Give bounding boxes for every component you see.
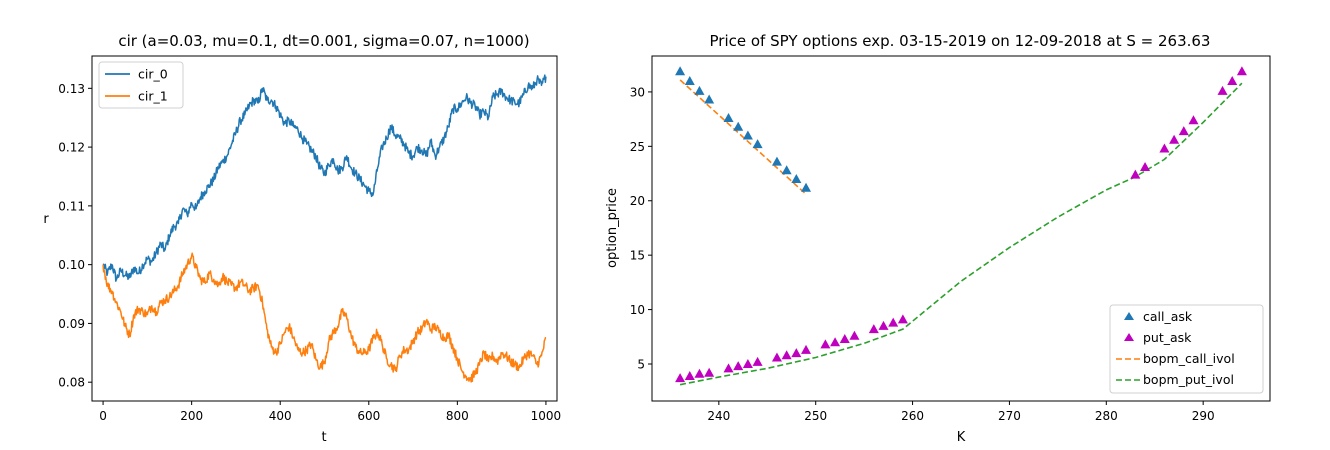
- marker-call-ask: [694, 85, 705, 95]
- marker-put-ask: [888, 317, 899, 327]
- series-line-bopm-put-ivol: [679, 82, 1243, 386]
- chart-spy-x-tick-label: 240: [707, 409, 730, 423]
- legend-call-ask-label: call_ask: [1143, 309, 1193, 324]
- series-line-bopm-call-ivol: [679, 79, 807, 195]
- marker-call-ask: [771, 156, 782, 166]
- marker-put-ask: [801, 344, 812, 354]
- legend-bopm-call-label: bopm_call_ivol: [1143, 351, 1235, 366]
- series-line-cir-0: [102, 74, 547, 282]
- marker-call-ask: [684, 76, 695, 86]
- chart-cir-title: cir (a=0.03, mu=0.1, dt=0.001, sigma=0.0…: [118, 32, 529, 50]
- legend-cir-1-label: cir_1: [138, 89, 168, 104]
- marker-put-ask: [1178, 126, 1189, 136]
- chart-cir-y-tick-label: 0.10: [58, 258, 85, 272]
- chart-spy-legend: call_ask put_ask bopm_call_ivol bopm_put…: [1109, 304, 1264, 394]
- chart-spy-y-tick-label: 20: [630, 194, 645, 208]
- chart-cir-x-tick-label: 200: [180, 409, 203, 423]
- marker-put-ask: [694, 368, 705, 378]
- legend-call-ask-marker: [1124, 312, 1134, 320]
- marker-put-ask: [723, 363, 734, 373]
- marker-put-ask: [868, 324, 879, 334]
- marker-put-ask: [849, 330, 860, 340]
- marker-put-ask: [830, 337, 841, 347]
- marker-put-ask: [1140, 162, 1151, 172]
- chart-spy-y-tick-label: 10: [630, 303, 645, 317]
- chart-spy-x-tick-label: 290: [1192, 409, 1215, 423]
- marker-put-ask: [1169, 134, 1180, 144]
- chart-spy-y-tick-label: 25: [630, 140, 645, 154]
- marker-put-ask: [1227, 76, 1238, 86]
- chart-spy-x-tick-label: 280: [1095, 409, 1118, 423]
- chart-cir-x-axis: 0 200 400 600 800 1000: [99, 401, 561, 423]
- series-line-cir-1: [102, 252, 547, 383]
- chart-cir-y-axis: 0.08 0.09 0.10 0.11 0.12 0.13: [58, 82, 92, 390]
- marker-put-ask: [1217, 85, 1228, 95]
- chart-spy-y-tick-label: 30: [630, 85, 645, 99]
- marker-put-ask: [839, 333, 850, 343]
- chart-cir-x-tick-label: 600: [357, 409, 380, 423]
- chart-spy-title: Price of SPY options exp. 03-15-2019 on …: [710, 32, 1211, 50]
- chart-spy-x-tick-label: 260: [901, 409, 924, 423]
- chart-cir-axes-frame: [91, 55, 558, 402]
- marker-call-ask: [742, 130, 753, 140]
- marker-call-ask: [675, 66, 686, 76]
- marker-put-ask: [1236, 66, 1247, 76]
- marker-put-ask: [1130, 169, 1141, 179]
- marker-put-ask: [878, 320, 889, 330]
- legend-bopm-put-label: bopm_put_ivol: [1143, 372, 1234, 387]
- chart-cir-x-tick-label: 400: [269, 409, 292, 423]
- chart-cir-y-tick-label: 0.12: [58, 141, 85, 155]
- marker-call-ask: [781, 165, 792, 175]
- chart-cir-x-label: t: [321, 430, 326, 445]
- chart-spy-axes-frame: [651, 55, 1271, 402]
- legend-put-ask-label: put_ask: [1143, 330, 1192, 345]
- chart-cir-y-tick-label: 0.13: [58, 82, 85, 96]
- marker-call-ask: [723, 113, 734, 123]
- marker-call-ask: [801, 182, 812, 192]
- chart-cir-x-tick-label: 800: [446, 409, 469, 423]
- chart-cir-x-tick-label: 0: [99, 409, 107, 423]
- marker-put-ask: [820, 339, 831, 349]
- marker-call-ask: [752, 139, 763, 149]
- marker-put-ask: [675, 373, 686, 383]
- chart-cir-legend: cir_0 cir_1: [98, 61, 184, 109]
- marker-put-ask: [684, 370, 695, 380]
- marker-put-ask: [1159, 143, 1170, 153]
- chart-cir-y-tick-label: 0.11: [58, 199, 85, 213]
- marker-call-ask: [704, 94, 715, 104]
- marker-put-ask: [733, 361, 744, 371]
- marker-put-ask: [704, 367, 715, 377]
- legend-put-ask-marker: [1124, 333, 1134, 341]
- marker-put-ask: [897, 314, 908, 324]
- chart-cir: cir (a=0.03, mu=0.1, dt=0.001, sigma=0.0…: [43, 32, 561, 445]
- chart-cir-y-tick-label: 0.09: [58, 317, 85, 331]
- chart-spy-x-label: K: [957, 430, 966, 445]
- marker-put-ask: [771, 352, 782, 362]
- chart-spy-options: Price of SPY options exp. 03-15-2019 on …: [605, 32, 1271, 445]
- chart-spy-y-tick-label: 5: [637, 357, 645, 371]
- chart-spy-x-tick-label: 270: [998, 409, 1021, 423]
- marker-put-ask: [742, 358, 753, 368]
- chart-spy-y-axis: 5 10 15 20 25 30: [630, 85, 652, 371]
- marker-put-ask: [781, 350, 792, 360]
- marker-call-ask: [791, 173, 802, 183]
- chart-cir-y-tick-label: 0.08: [58, 376, 85, 390]
- legend-cir-0-label: cir_0: [138, 67, 168, 82]
- marker-put-ask: [1188, 115, 1199, 125]
- chart-spy-y-tick-label: 15: [630, 249, 645, 263]
- chart-cir-y-label: r: [43, 212, 49, 227]
- marker-put-ask: [752, 356, 763, 366]
- chart-spy-y-label: option_price: [605, 188, 620, 268]
- marker-call-ask: [733, 121, 744, 131]
- marker-put-ask: [791, 348, 802, 358]
- chart-spy-legend-box: [1109, 304, 1264, 394]
- chart-spy-x-tick-label: 250: [804, 409, 827, 423]
- chart-spy-x-axis: 240 250 260 270 280 290: [707, 401, 1215, 423]
- chart-cir-x-tick-label: 1000: [531, 409, 562, 423]
